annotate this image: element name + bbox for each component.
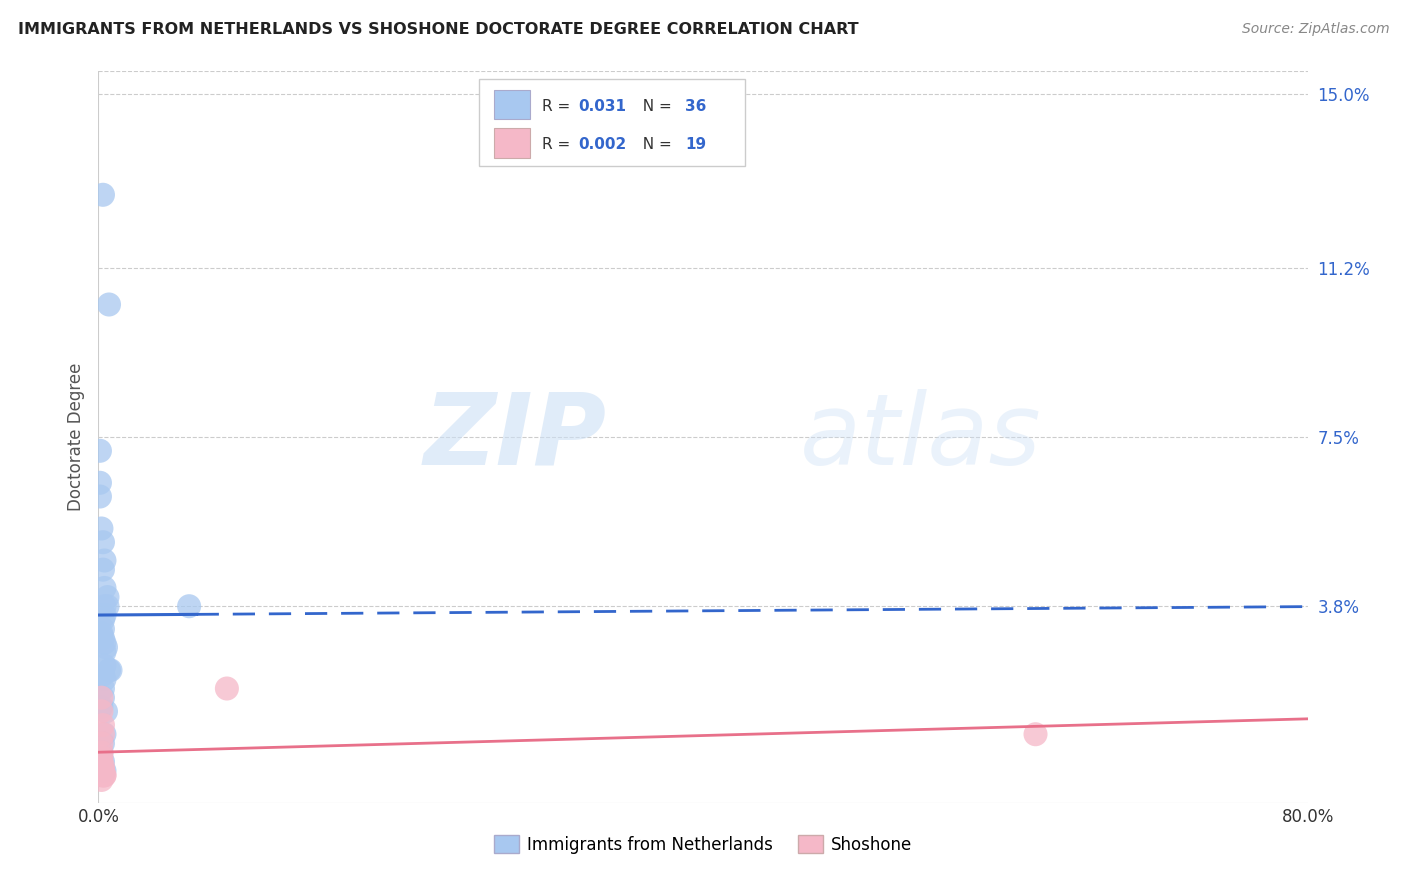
Point xyxy=(91,764,114,778)
Point xyxy=(91,768,114,782)
Point xyxy=(96,590,118,604)
Text: 19: 19 xyxy=(685,137,706,152)
Point xyxy=(93,599,115,614)
Point xyxy=(91,667,114,682)
Point xyxy=(93,581,115,595)
FancyBboxPatch shape xyxy=(479,78,745,167)
Point xyxy=(91,632,114,646)
Point xyxy=(93,636,115,650)
Point xyxy=(91,535,114,549)
Point xyxy=(90,699,112,714)
Point xyxy=(91,718,114,732)
Point xyxy=(93,768,115,782)
Point xyxy=(90,750,112,764)
Point xyxy=(100,663,122,677)
Text: Source: ZipAtlas.com: Source: ZipAtlas.com xyxy=(1241,22,1389,37)
Point xyxy=(90,746,112,760)
Point xyxy=(93,768,115,782)
Point xyxy=(90,736,112,750)
Point xyxy=(91,622,114,636)
Point xyxy=(91,187,114,202)
Text: 0.002: 0.002 xyxy=(578,137,627,152)
Point xyxy=(91,563,114,577)
Point xyxy=(94,640,117,655)
Point xyxy=(90,746,112,760)
Text: 36: 36 xyxy=(685,99,706,114)
Text: R =: R = xyxy=(543,137,575,152)
Text: atlas: atlas xyxy=(800,389,1042,485)
Point xyxy=(93,608,115,623)
Point xyxy=(91,755,114,769)
Point xyxy=(94,705,117,719)
Point xyxy=(93,673,115,687)
Y-axis label: Doctorate Degree: Doctorate Degree xyxy=(66,363,84,511)
Point xyxy=(93,727,115,741)
Point xyxy=(91,736,114,750)
Point xyxy=(90,690,112,705)
Point xyxy=(90,772,112,787)
Point xyxy=(90,755,112,769)
Point xyxy=(89,443,111,458)
Point xyxy=(93,764,115,778)
Point xyxy=(90,759,112,773)
Point xyxy=(91,690,114,705)
Point xyxy=(93,645,115,659)
Point xyxy=(98,297,121,311)
Point xyxy=(91,727,114,741)
Text: IMMIGRANTS FROM NETHERLANDS VS SHOSHONE DOCTORATE DEGREE CORRELATION CHART: IMMIGRANTS FROM NETHERLANDS VS SHOSHONE … xyxy=(18,22,859,37)
Text: N =: N = xyxy=(633,99,676,114)
Point xyxy=(91,681,114,696)
Text: N =: N = xyxy=(633,137,676,152)
Point xyxy=(93,658,115,673)
Point xyxy=(179,599,201,614)
Point xyxy=(96,599,118,614)
Point xyxy=(98,663,121,677)
FancyBboxPatch shape xyxy=(494,128,530,158)
Point xyxy=(90,626,112,640)
Point xyxy=(89,475,111,490)
Point xyxy=(215,681,238,696)
FancyBboxPatch shape xyxy=(494,89,530,119)
Text: ZIP: ZIP xyxy=(423,389,606,485)
Point xyxy=(91,759,114,773)
Point xyxy=(89,490,111,504)
Point xyxy=(91,613,114,627)
Point xyxy=(90,768,112,782)
Point xyxy=(91,764,114,778)
Point xyxy=(1024,727,1046,741)
Point xyxy=(90,705,112,719)
Text: 0.031: 0.031 xyxy=(578,99,627,114)
Text: R =: R = xyxy=(543,99,575,114)
Legend: Immigrants from Netherlands, Shoshone: Immigrants from Netherlands, Shoshone xyxy=(486,829,920,860)
Point xyxy=(93,553,115,567)
Point xyxy=(90,521,112,535)
